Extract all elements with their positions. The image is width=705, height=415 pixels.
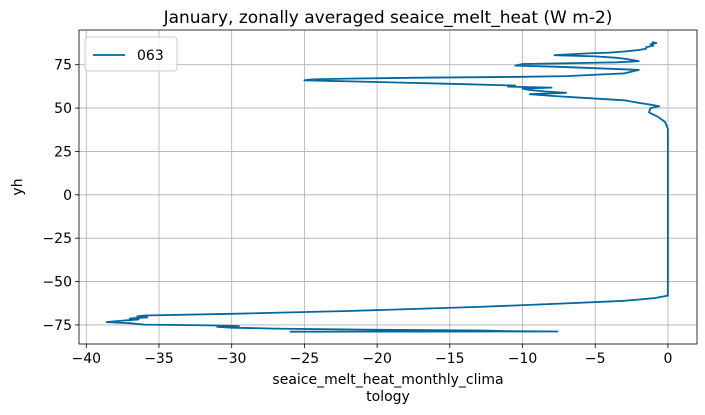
grid (79, 30, 697, 344)
x-tick-label: −30 (217, 351, 247, 367)
x-tick-label: −35 (144, 351, 174, 367)
legend-label-063: 063 (137, 48, 164, 64)
x-axis-label-line-1: seaice_melt_heat_monthly_clima (272, 372, 503, 388)
series-line-063 (105, 41, 669, 333)
x-axis-ticks: −40 −35 −30 −25 −20 −15 −10 −5 0 (71, 344, 672, 367)
x-tick-label: −20 (362, 351, 392, 367)
y-tick-label: 0 (63, 188, 72, 204)
x-axis-label-line-2: tology (366, 389, 410, 405)
x-tick-label: −40 (71, 351, 101, 367)
series-layer (105, 41, 669, 333)
y-tick-label: −25 (42, 231, 72, 247)
y-axis-label: yh (10, 178, 26, 195)
plot-frame (78, 29, 698, 345)
legend: 063 (84, 36, 178, 72)
x-tick-label: −5 (585, 351, 606, 367)
y-axis-ticks: −75 −50 −25 0 25 50 75 (42, 58, 79, 334)
x-tick-label: −10 (508, 351, 538, 367)
legend-box (84, 36, 178, 72)
y-tick-label: −75 (42, 318, 72, 334)
y-tick-label: 75 (54, 58, 72, 74)
chart-title: January, zonally averaged seaice_melt_he… (163, 8, 613, 28)
y-tick-label: −50 (42, 275, 72, 291)
x-tick-label: 0 (663, 351, 672, 367)
y-tick-label: 25 (54, 144, 72, 160)
x-tick-label: −25 (290, 351, 320, 367)
y-tick-label: 50 (54, 101, 72, 117)
x-tick-label: −15 (435, 351, 465, 367)
